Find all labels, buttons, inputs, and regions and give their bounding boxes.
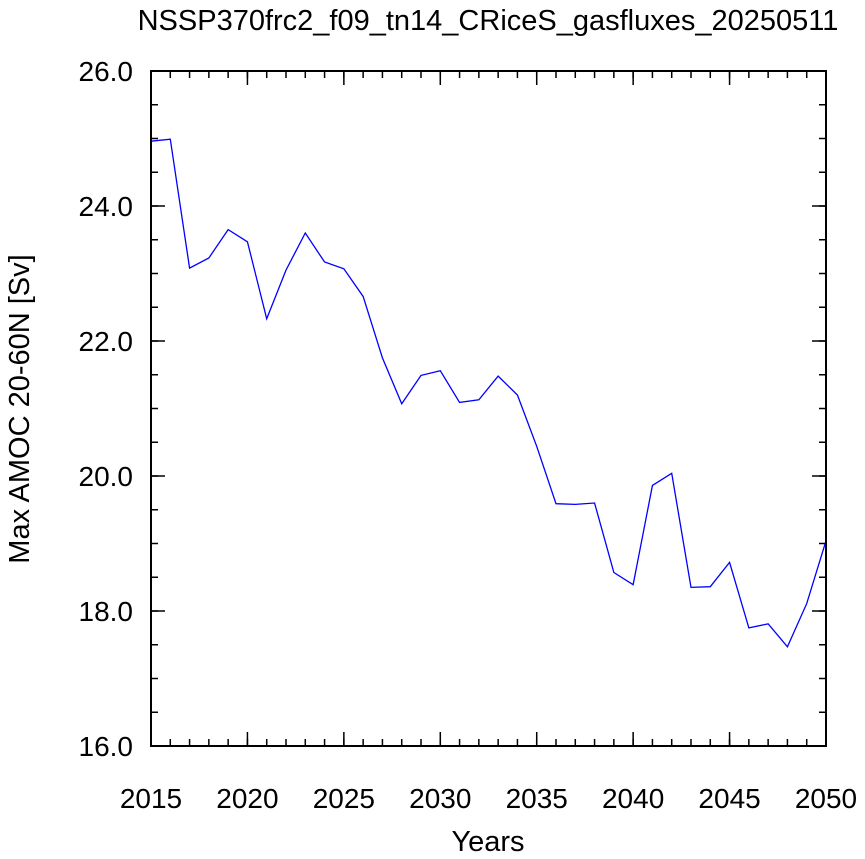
x-tick-label: 2025 (313, 783, 375, 814)
x-tick-label: 2050 (795, 783, 857, 814)
y-tick-label: 18.0 (79, 596, 134, 627)
chart-title: NSSP370frc2_f09_tn14_CRiceS_gasfluxes_20… (138, 5, 839, 37)
x-tick-label: 2045 (698, 783, 760, 814)
y-tick-label: 22.0 (79, 326, 134, 357)
x-tick-label: 2035 (506, 783, 568, 814)
major-ticks (150, 70, 827, 747)
x-tick-label: 2040 (602, 783, 664, 814)
x-tick-label: 2015 (120, 783, 182, 814)
y-tick-label: 24.0 (79, 191, 134, 222)
y-tick-label: 20.0 (79, 461, 134, 492)
x-axis-label: Years (451, 826, 524, 858)
x-tick-label: 2030 (409, 783, 471, 814)
minor-ticks (150, 70, 827, 747)
y-tick-label: 26.0 (79, 56, 134, 87)
y-axis-label: Max AMOC 20-60N [Sv] (4, 254, 36, 563)
x-tick-labels: 2015 2020 2025 2030 2035 2040 2045 2050 (120, 783, 857, 814)
x-tick-label: 2020 (216, 783, 278, 814)
plot-frame (150, 70, 827, 747)
series-line-amoc (150, 138, 827, 648)
y-tick-label: 16.0 (79, 731, 134, 762)
y-tick-labels: 16.0 18.0 20.0 22.0 24.0 26.0 (79, 56, 134, 762)
